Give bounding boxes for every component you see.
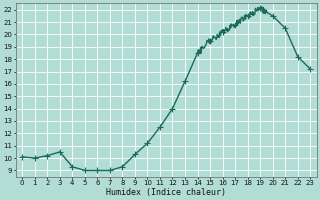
X-axis label: Humidex (Indice chaleur): Humidex (Indice chaleur) [106, 188, 226, 197]
